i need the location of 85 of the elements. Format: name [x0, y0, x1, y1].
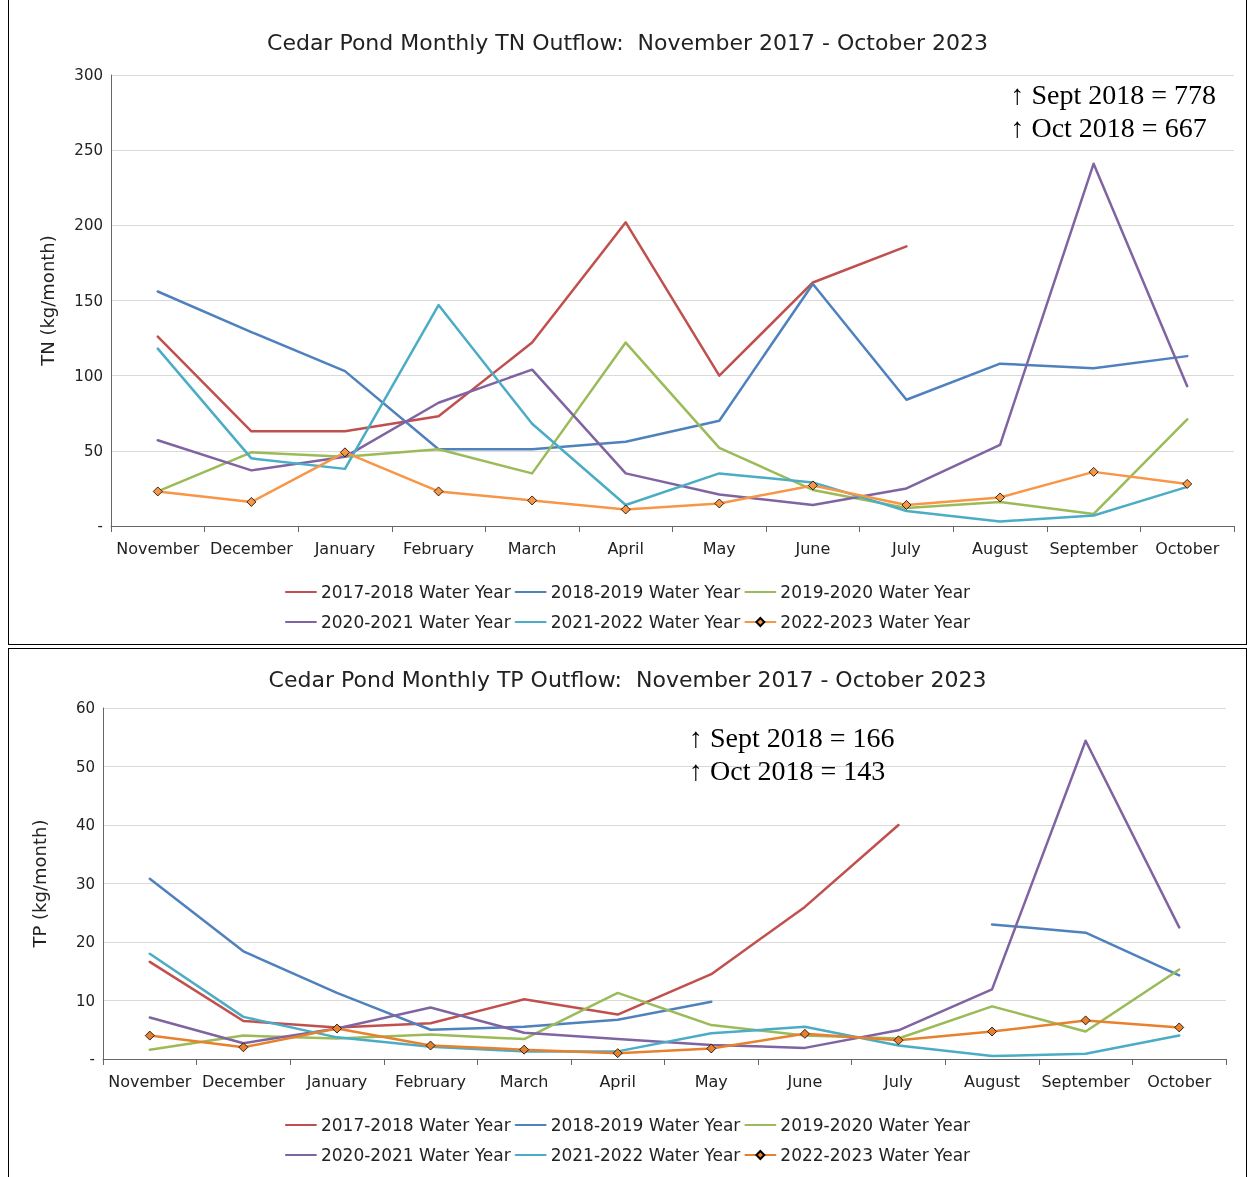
point: [152, 486, 163, 497]
x-tick-label: April: [607, 538, 644, 558]
line-series: [156, 221, 908, 433]
point: [1182, 479, 1193, 489]
legend-label: 2022-2023 Water Year: [780, 1145, 971, 1165]
y-tick-label: 30: [75, 874, 95, 893]
point: [527, 495, 538, 506]
y-tick-label: 20: [75, 933, 95, 951]
x-tick-label: February: [395, 1071, 466, 1091]
point: [1174, 1022, 1185, 1033]
annotation: ↑ Sept 2018 = 166: [689, 722, 895, 753]
line-series: [156, 162, 1189, 507]
x-tick-label: April: [599, 1071, 636, 1091]
x-tick-label: October: [1147, 1071, 1212, 1091]
point: [799, 1028, 810, 1039]
y-tick-label: 50: [75, 757, 95, 776]
legend-label: 2017-2018 Water Year: [320, 582, 511, 602]
x-tick-label: October: [1155, 538, 1220, 558]
legend-label: 2017-2018 Water Year: [320, 1115, 511, 1135]
y-tick-label: 40: [75, 816, 95, 834]
x-tick-label: November: [116, 538, 200, 558]
x-tick-label: May: [702, 538, 736, 558]
point: [987, 1026, 997, 1037]
y-tick-label: -: [89, 1050, 95, 1068]
x-tick-label: February: [403, 538, 474, 558]
x-tick-label: January: [313, 538, 376, 558]
y-axis-title: TN (kg/month): [36, 235, 58, 367]
point: [706, 1043, 717, 1054]
point: [995, 492, 1005, 503]
x-tick-label: March: [499, 1071, 549, 1091]
y-tick-label: 200: [74, 216, 103, 235]
y-tick-label: 250: [74, 141, 103, 160]
y-axis-title: TP (kg/month): [28, 819, 50, 949]
y-tick-label: 50: [83, 441, 103, 460]
y-tick-label: 60: [75, 699, 95, 717]
legend-label: 2020-2021 Water Year: [320, 612, 511, 632]
point: [519, 1044, 530, 1055]
chart-title: Cedar Pond Monthly TP Outflow: November 2017 - October 2023: [268, 666, 987, 692]
x-tick-label: December: [201, 1071, 286, 1091]
annotation: ↑ Oct 2018 = 143: [689, 755, 886, 786]
chart-title: Cedar Pond Monthly TN Outflow: November 2017 - October 2023: [267, 29, 988, 55]
x-tick-label: September: [1049, 538, 1139, 558]
x-tick-label: August: [972, 538, 1029, 558]
x-tick-label: September: [1041, 1071, 1131, 1091]
legend-label: 2019-2020 Water Year: [780, 582, 971, 602]
point: [714, 498, 725, 509]
point: [893, 1035, 904, 1046]
point: [425, 1040, 436, 1051]
y-tick-label: 10: [75, 991, 95, 1010]
point: [1088, 466, 1099, 477]
legend-label: 2020-2021 Water Year: [320, 1145, 511, 1165]
legend-label: 2021-2022 Water Year: [550, 1145, 741, 1165]
point: [144, 1030, 155, 1041]
annotation: ↑ Sept 2018 = 778: [1010, 79, 1217, 110]
point: [238, 1042, 249, 1053]
x-tick-label: December: [209, 538, 294, 558]
point: [1080, 1015, 1091, 1026]
x-tick-label: July: [891, 538, 921, 558]
legend-label: 2019-2020 Water Year: [780, 1115, 971, 1135]
point: [332, 1023, 342, 1034]
point: [246, 497, 257, 507]
legend-label: 2018-2019 Water Year: [550, 1115, 741, 1135]
x-tick-label: July: [883, 1071, 913, 1091]
x-tick-label: June: [786, 1071, 823, 1091]
y-tick-label: -: [97, 517, 103, 535]
legend-label: 2018-2019 Water Year: [550, 582, 741, 602]
y-tick-label: 150: [74, 291, 103, 310]
x-tick-label: June: [794, 538, 831, 558]
legend-label: 2022-2023 Water Year: [780, 612, 971, 632]
y-tick-label: 100: [74, 366, 103, 385]
x-tick-label: January: [305, 1071, 368, 1091]
x-tick-label: March: [507, 538, 557, 558]
x-tick-label: August: [964, 1071, 1021, 1091]
point: [612, 1048, 623, 1059]
x-tick-label: May: [694, 1071, 728, 1091]
point: [807, 480, 818, 491]
point: [340, 447, 350, 458]
point: [433, 486, 444, 497]
point: [901, 500, 912, 510]
legend-label: 2021-2022 Water Year: [550, 612, 741, 632]
x-tick-label: November: [108, 1071, 192, 1091]
line-series: [156, 282, 1189, 451]
annotation: ↑ Oct 2018 = 667: [1010, 112, 1207, 143]
y-tick-label: 300: [74, 66, 103, 84]
point: [620, 504, 631, 515]
